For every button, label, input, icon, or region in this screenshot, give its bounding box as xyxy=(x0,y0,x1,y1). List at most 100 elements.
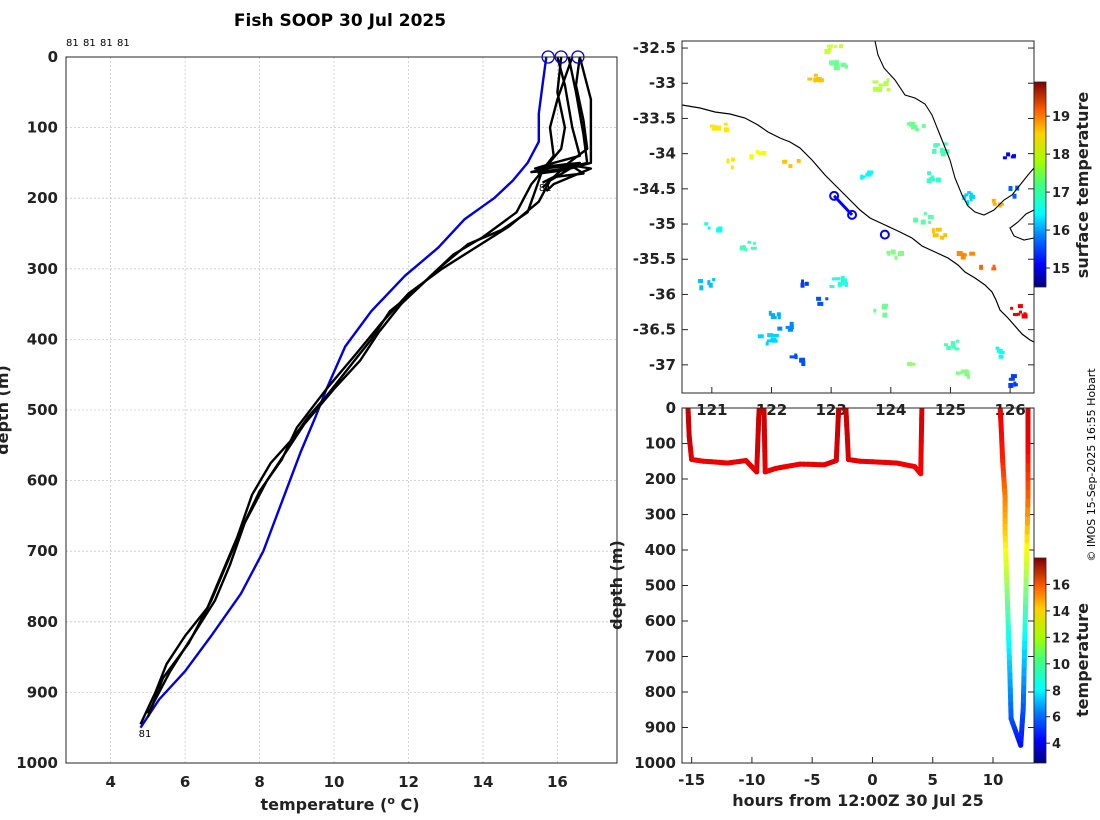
sst-pixel xyxy=(841,64,847,67)
sst-pixel xyxy=(966,373,970,379)
map-ticks: -32.5 -33 -33.5 -34 -34.5 -35 -35.5 -36 -36.5 -37… xyxy=(633,39,1026,419)
profile-end-label: 81 xyxy=(539,183,552,194)
cast-location-marker xyxy=(829,190,840,201)
depth-tick-label: 1000 xyxy=(634,754,676,772)
sst-pixel xyxy=(935,227,942,232)
sst-pixel xyxy=(841,278,847,283)
sst-pixel xyxy=(933,143,939,148)
lat-tick-label: -35.5 xyxy=(633,250,676,268)
sst-pixel xyxy=(768,310,772,316)
x-tick-label: 14 xyxy=(473,773,494,791)
sst-pixel xyxy=(835,277,841,281)
section-series xyxy=(685,408,1031,748)
sst-pixel xyxy=(960,255,966,260)
sst-pixel xyxy=(995,346,1000,350)
sst-pixel xyxy=(1013,381,1017,387)
sst-colorbar-label: surface temperature xyxy=(1073,92,1092,279)
sst-pixel xyxy=(992,264,996,268)
sst-pixel xyxy=(992,202,997,206)
sst-pixel xyxy=(931,228,935,234)
sst-pixel xyxy=(909,121,916,127)
lat-tick-label: -34.5 xyxy=(633,180,676,198)
sst-pixel xyxy=(979,264,984,270)
profile-grid xyxy=(66,56,617,764)
chart-title: Fish SOOP 30 Jul 2025 xyxy=(234,11,446,31)
sst-pixel xyxy=(829,60,834,66)
sst-pixel xyxy=(940,151,946,157)
sst-pixel xyxy=(825,297,829,301)
profile-series: 81 81 xyxy=(139,50,593,740)
sst-pixel xyxy=(939,148,944,153)
sst-pixel xyxy=(839,44,843,49)
sst-pixel xyxy=(750,246,757,250)
sst-pixel xyxy=(881,305,888,310)
temperature-colorbar-tick-label: 8 xyxy=(1052,684,1061,699)
y-tick-label: 100 xyxy=(27,119,58,137)
y-tick-label: 1000 xyxy=(16,754,58,772)
sst-pixel xyxy=(943,142,948,146)
sst-pixel xyxy=(813,77,817,83)
sst-pixel xyxy=(1019,310,1022,314)
sst-pixel xyxy=(969,198,973,202)
sst-pixel xyxy=(926,178,932,184)
sst-pixel xyxy=(877,87,883,92)
profile-id-label: 81 xyxy=(117,38,130,49)
sst-pixel xyxy=(739,246,743,251)
sst-pixel xyxy=(767,333,774,338)
sst-pixel xyxy=(1008,377,1015,381)
sst-pixel xyxy=(726,158,730,164)
sst-pixel xyxy=(998,354,1004,359)
hour-tick-label: 0 xyxy=(867,771,877,789)
sst-pixel xyxy=(1006,152,1011,157)
sst-pixel xyxy=(766,339,772,343)
sst-pixel xyxy=(757,334,764,339)
profile-ticks: 4 6 8 10 12 14 16 0 100 200 300 400 500 600 700 800 900 1… xyxy=(16,48,568,791)
sst-pixel xyxy=(801,279,804,285)
sst-pixel xyxy=(1021,313,1028,319)
sst-pixel xyxy=(1014,383,1018,387)
profile-id-label: 81 xyxy=(83,38,96,49)
sst-pixel xyxy=(1002,156,1007,160)
sst-pixel xyxy=(955,339,959,343)
profile-id-label: 81 xyxy=(66,38,79,49)
sst-pixel xyxy=(928,220,932,224)
profile-xlabel: temperature (o C) xyxy=(260,794,419,814)
sst-pixel xyxy=(707,280,711,286)
cast-location-marker xyxy=(847,209,858,220)
sst-pixel xyxy=(838,281,842,287)
sst-pixel xyxy=(807,77,813,81)
sst-pixel xyxy=(996,348,1003,353)
sst-pixel xyxy=(723,127,729,133)
sst-pixel xyxy=(921,124,926,128)
sst-pixel xyxy=(950,341,954,347)
sst-pixel xyxy=(788,326,793,332)
sst-colorbar-ticks: 15 16 17 18 19 xyxy=(1046,110,1070,277)
sst-pixel xyxy=(756,150,759,154)
sst-pixel xyxy=(731,157,736,162)
lat-tick-label: -36.5 xyxy=(633,321,676,339)
profile-axes-frame xyxy=(65,56,618,764)
depth-tick-label: 900 xyxy=(645,719,676,737)
profile-end-label: 81 xyxy=(139,729,152,740)
sst-pixel xyxy=(962,195,967,200)
sst-pixel xyxy=(747,240,752,244)
sst-pixel xyxy=(841,280,846,286)
sst-pixel xyxy=(730,165,734,170)
sst-pixel xyxy=(707,226,711,230)
sst-pixel xyxy=(927,215,934,219)
sst-colorbar-tick-label: 15 xyxy=(1052,262,1070,277)
sst-pixel xyxy=(782,159,788,164)
y-tick-label: 300 xyxy=(27,260,58,278)
temperature-colorbar-tick-label: 12 xyxy=(1052,631,1070,646)
sst-pixel xyxy=(914,128,919,132)
sst-pixel xyxy=(1008,383,1014,388)
sst-pixel xyxy=(789,321,794,327)
section-xlabel: hours from 12:00Z 30 Jul 25 xyxy=(732,791,983,810)
cast-location-marker xyxy=(879,229,890,240)
temperature-colorbar-tick-label: 14 xyxy=(1052,605,1070,620)
sst-pixel xyxy=(956,371,963,375)
sst-pixel xyxy=(1017,304,1023,309)
sst-pixel xyxy=(943,343,948,347)
x-tick-label: 8 xyxy=(254,773,264,791)
sst-pixel xyxy=(712,278,716,281)
